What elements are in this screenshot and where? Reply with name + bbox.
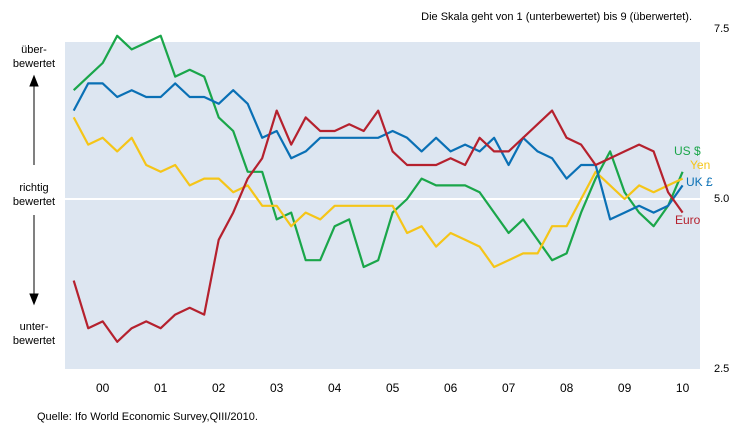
x-tick-label: 01 xyxy=(154,381,168,395)
x-tick-label: 03 xyxy=(270,381,284,395)
series-line xyxy=(72,116,684,269)
y-axis-label: bewertet xyxy=(13,196,55,208)
y-axis-label: bewertet xyxy=(13,335,55,347)
series-line xyxy=(72,82,684,221)
legend-label: US $ xyxy=(674,144,701,158)
source: Quelle: Ifo World Economic Survey,QIII/2… xyxy=(37,411,258,423)
legend-label: Euro xyxy=(675,213,701,227)
x-tick-label: 00 xyxy=(96,381,110,395)
series-line xyxy=(72,34,684,269)
legend-label: Yen xyxy=(690,158,710,172)
x-tick-label: 10 xyxy=(676,381,690,395)
y-tick-label: 5.0 xyxy=(714,193,729,205)
x-tick-label: 07 xyxy=(502,381,516,395)
arrow-head xyxy=(29,74,39,87)
x-tick-label: 02 xyxy=(212,381,226,395)
y-tick-label: 2.5 xyxy=(714,363,729,375)
legend-label: UK £ xyxy=(686,175,713,189)
y-axis-label: bewertet xyxy=(13,58,55,70)
y-axis-label: unter- xyxy=(20,321,49,333)
y-axis-label: richtig xyxy=(19,182,48,194)
x-tick-label: 06 xyxy=(444,381,458,395)
x-tick-label: 04 xyxy=(328,381,342,395)
series-line xyxy=(72,109,684,343)
arrow-head xyxy=(29,293,39,306)
arrows xyxy=(29,74,39,306)
x-tick-label: 09 xyxy=(618,381,632,395)
annotation: Die Skala geht von 1 (unterbewertet) bis… xyxy=(421,11,692,23)
x-tick-label: 05 xyxy=(386,381,400,395)
x-tick-label: 08 xyxy=(560,381,574,395)
y-axis-label: über- xyxy=(21,44,47,56)
y-tick-label: 7.5 xyxy=(714,23,729,35)
